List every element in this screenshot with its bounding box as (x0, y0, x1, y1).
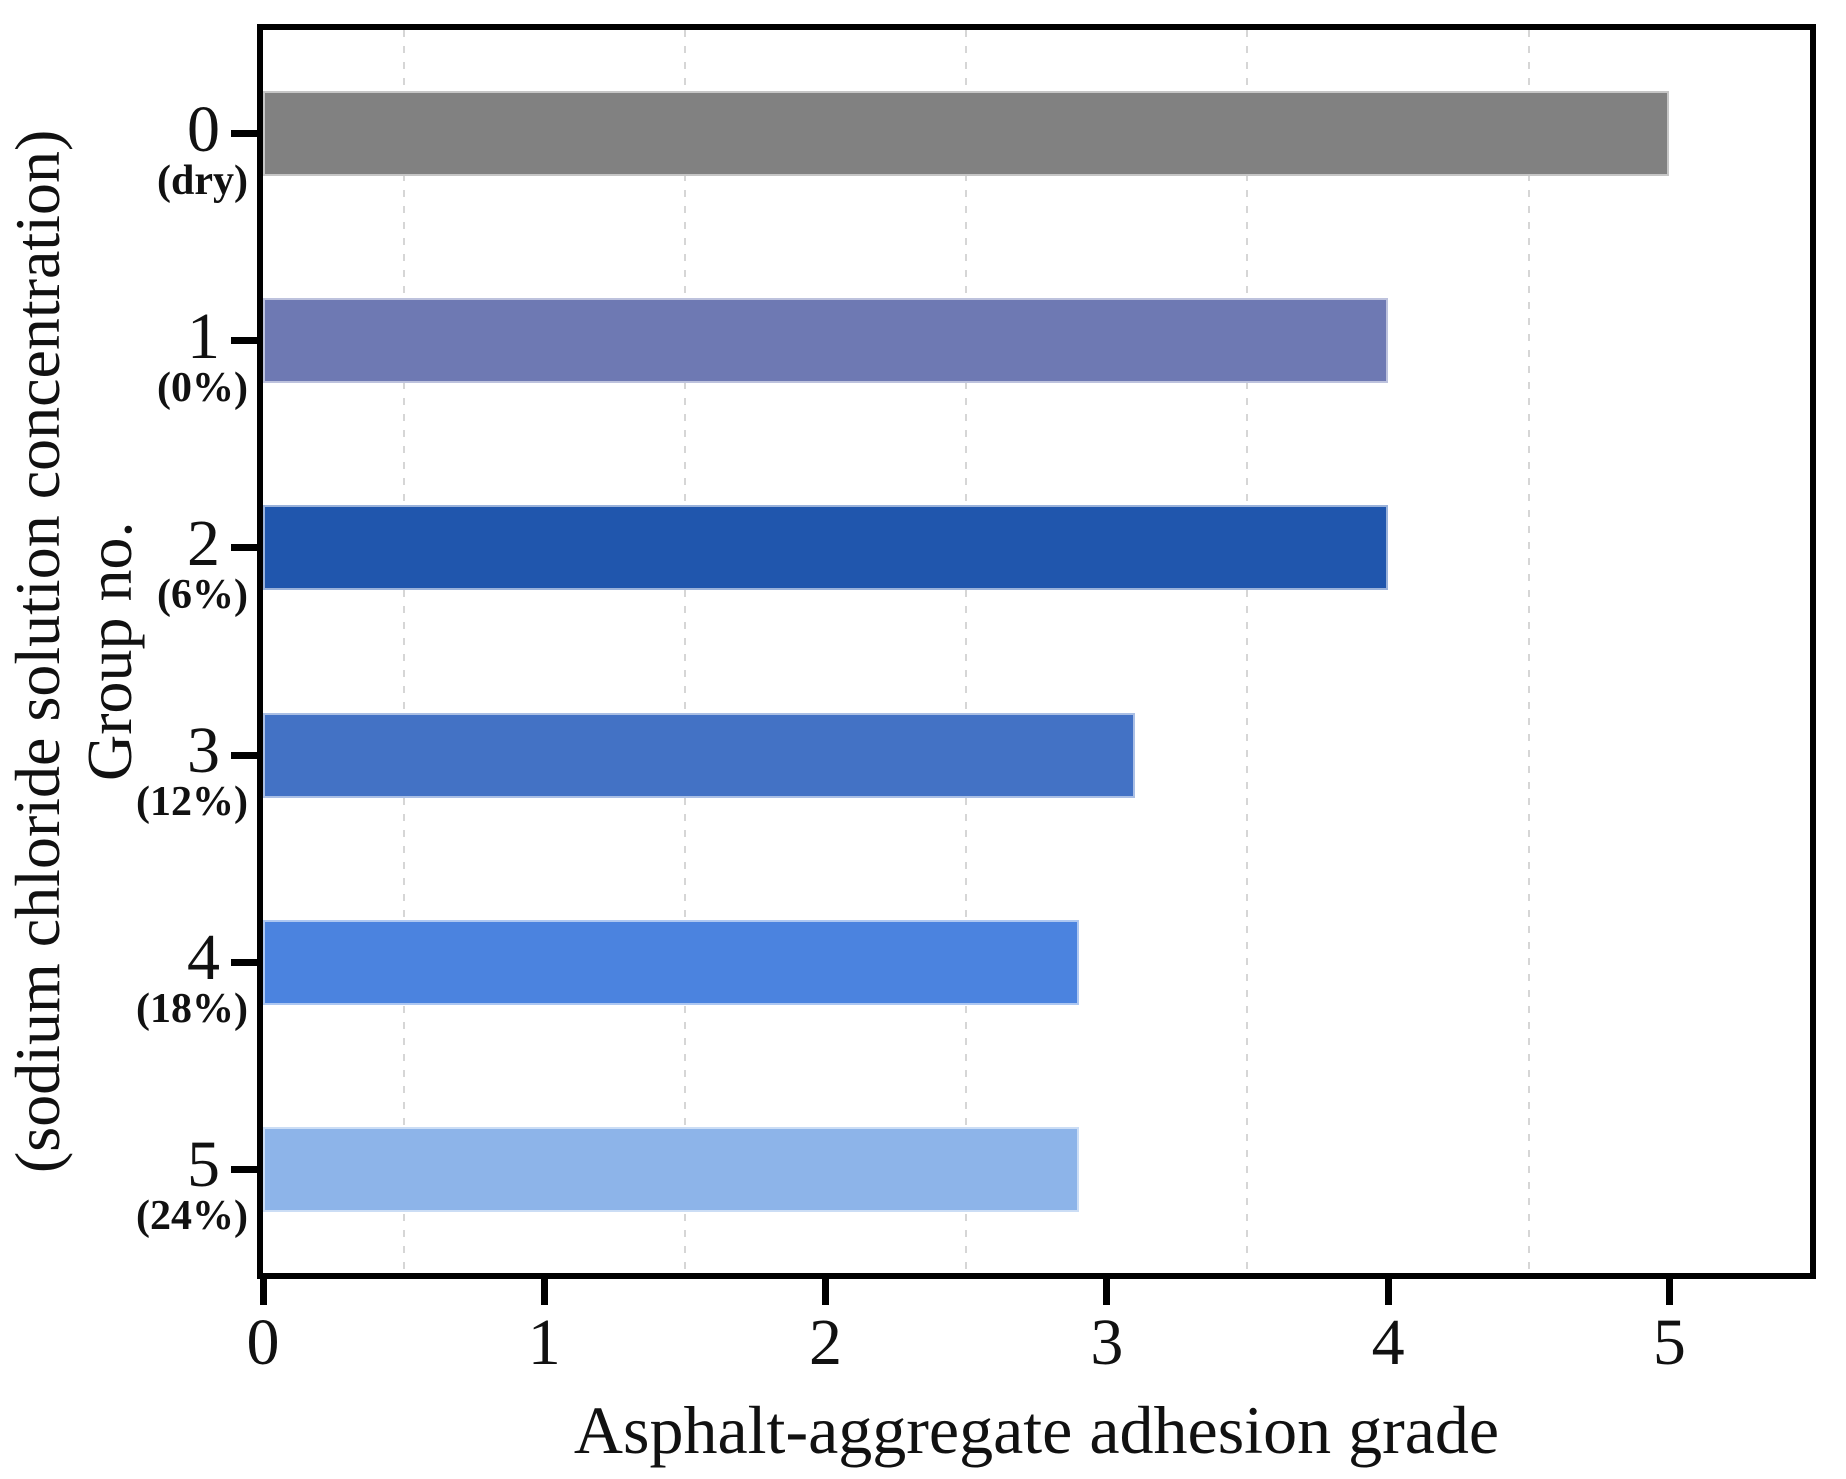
x-tick (1103, 1279, 1111, 1305)
bar-group-2 (263, 505, 1389, 591)
y-tick-sublabel: (6%) (157, 571, 248, 618)
y-tick (231, 958, 257, 966)
y-tick-sublabel: (0%) (157, 364, 248, 411)
x-tick-label: 2 (809, 1306, 843, 1379)
x-tick-label: 4 (1371, 1306, 1405, 1379)
y-tick-sublabel: (18%) (136, 986, 248, 1033)
x-tick (540, 1279, 548, 1305)
gridline (402, 30, 405, 1273)
bar-group-5 (263, 1126, 1079, 1212)
x-tick-label: 5 (1652, 1306, 1686, 1379)
x-tick (259, 1279, 267, 1305)
x-tick-label: 3 (1090, 1306, 1124, 1379)
y-tick (231, 751, 257, 759)
x-tick-label: 0 (246, 1306, 280, 1379)
gridline (1527, 30, 1530, 1273)
y-tick-label: 5 (187, 1128, 220, 1202)
x-tick (822, 1279, 830, 1305)
bar-group-4 (263, 919, 1079, 1005)
y-axis-label-outer-line: (sodium chloride solution concentration) (2, 129, 73, 1174)
gridline (683, 30, 686, 1273)
y-tick (231, 544, 257, 552)
y-tick-label: 2 (187, 506, 220, 580)
gridline (965, 30, 968, 1273)
y-tick (231, 1165, 257, 1173)
x-tick (1665, 1279, 1673, 1305)
y-tick-label: 1 (187, 299, 220, 373)
y-tick (231, 337, 257, 345)
y-tick-sublabel: (24%) (136, 1193, 248, 1240)
y-tick-label: 4 (187, 921, 220, 995)
bar-group-0 (263, 91, 1670, 177)
y-tick-label: 3 (187, 714, 220, 788)
y-tick-sublabel: (12%) (136, 779, 248, 826)
gridline (1246, 30, 1249, 1273)
x-axis-label: Asphalt-aggregate adhesion grade (573, 1392, 1500, 1468)
bar-group-1 (263, 298, 1389, 384)
y-tick-sublabel: (dry) (157, 157, 248, 204)
y-axis-label-inner-line: Group no. (74, 521, 145, 782)
plot-area (257, 24, 1816, 1279)
x-tick-label: 1 (527, 1306, 561, 1379)
x-tick (1384, 1279, 1392, 1305)
bar-group-3 (263, 712, 1135, 798)
y-tick-label: 0 (187, 92, 220, 166)
y-tick (231, 130, 257, 138)
